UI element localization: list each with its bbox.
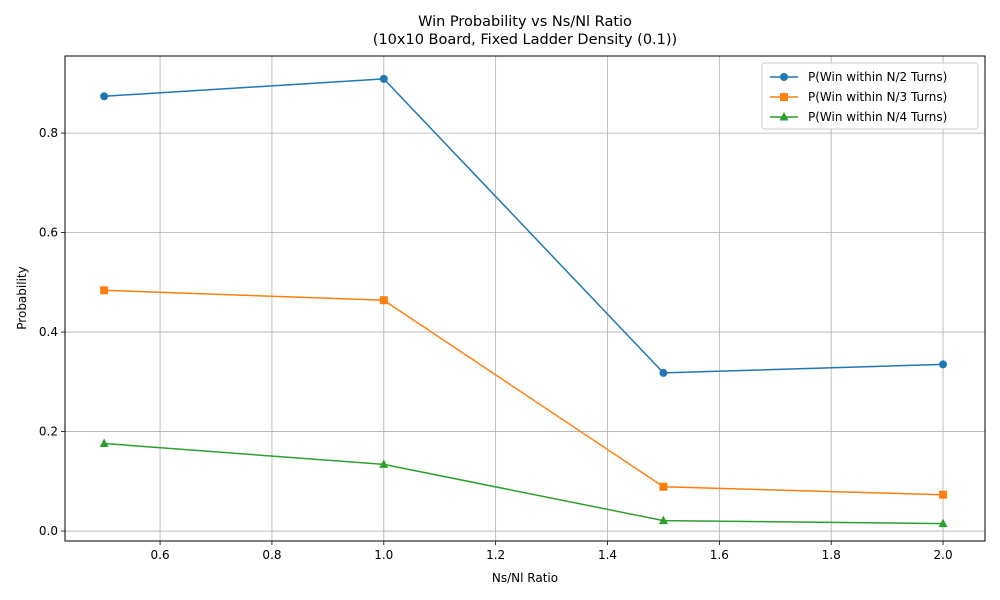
- x-tick-label: 0.8: [262, 548, 281, 562]
- data-point: [659, 368, 668, 377]
- legend-marker: [779, 112, 789, 121]
- data-point: [658, 515, 668, 525]
- x-tick-label: 1.0: [374, 548, 393, 562]
- y-tick-label: 0.8: [39, 126, 58, 140]
- y-tick-label: 0.4: [39, 325, 58, 339]
- data-point: [379, 74, 388, 83]
- x-tick-label: 2.0: [934, 548, 953, 562]
- legend-label: P(Win within N/4 Turns): [808, 110, 947, 124]
- x-tick-label: 1.4: [598, 548, 617, 562]
- y-axis-ticks: 0.0 0.2 0.4 0.6 0.8: [39, 126, 65, 538]
- data-point: [99, 438, 109, 448]
- data-point: [939, 360, 948, 369]
- data-point: [938, 518, 948, 528]
- data-point: [379, 296, 388, 305]
- grid-lines: [65, 56, 985, 541]
- x-axis-label: Ns/Nl Ratio: [492, 571, 558, 585]
- legend-marker: [780, 93, 788, 101]
- x-tick-label: 1.2: [486, 548, 505, 562]
- legend-label: P(Win within N/3 Turns): [808, 90, 947, 104]
- legend-marker: [780, 73, 788, 81]
- legend: P(Win within N/2 Turns) P(Win within N/3 …: [761, 62, 979, 130]
- x-axis-ticks: 0.6 0.8 1.0 1.2 1.4 1.6 1.8 2.0: [151, 541, 953, 562]
- chart-subtitle: (10x10 Board, Fixed Ladder Density (0.1)…: [373, 32, 677, 48]
- x-tick-label: 1.6: [710, 548, 729, 562]
- series-2: [100, 286, 948, 499]
- chart-title: Win Probability vs Ns/Nl Ratio: [418, 14, 632, 30]
- x-tick-label: 0.6: [151, 548, 170, 562]
- x-tick-label: 1.8: [822, 548, 841, 562]
- data-point: [939, 490, 948, 499]
- data-point: [659, 482, 668, 491]
- series-line: [104, 442, 944, 525]
- legend-item: P(Win within N/2 Turns): [770, 70, 947, 84]
- series-line: [104, 78, 944, 374]
- series-3: [99, 438, 948, 528]
- y-tick-label: 0.0: [39, 524, 58, 538]
- plot-frame: [64, 55, 986, 542]
- series-line: [104, 289, 944, 496]
- legend-label: P(Win within N/2 Turns): [808, 70, 947, 84]
- series-layer: [99, 74, 948, 528]
- legend-box: [761, 62, 979, 130]
- series-1: [100, 74, 948, 377]
- y-tick-label: 0.6: [39, 226, 58, 240]
- y-tick-label: 0.2: [39, 425, 58, 439]
- data-point: [379, 459, 389, 468]
- data-point: [100, 92, 109, 101]
- data-point: [100, 286, 109, 295]
- y-axis-label: Probability: [15, 266, 29, 329]
- legend-item: P(Win within N/4 Turns): [770, 110, 947, 124]
- legend-item: P(Win within N/3 Turns): [770, 90, 947, 104]
